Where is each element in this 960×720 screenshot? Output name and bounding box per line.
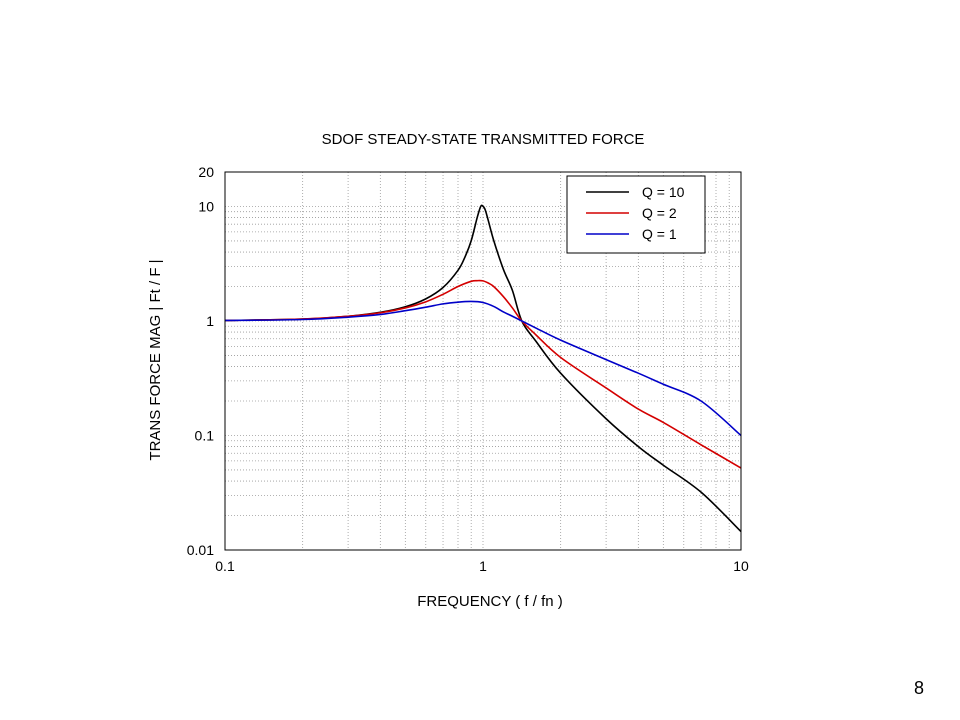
page-number: 8	[913, 678, 924, 698]
y-tick-label: 10	[198, 198, 214, 214]
legend-label-2: Q = 2	[642, 205, 677, 221]
series-line-3	[224, 300, 742, 437]
legend: Q = 10 Q = 2 Q = 1	[566, 175, 706, 254]
legend-box	[566, 175, 706, 254]
y-axis-label: TRANS FORCE MAG | Ft / F |	[147, 259, 164, 460]
x-tick-label: 0.1	[215, 558, 235, 574]
y-tick-label: 0.1	[195, 427, 215, 443]
plot-area	[224, 204, 742, 533]
x-tick-label: 1	[479, 558, 487, 574]
legend-label-3: Q = 1	[642, 226, 677, 242]
chart-title: SDOF STEADY-STATE TRANSMITTED FORCE	[322, 131, 645, 148]
y-tick-label: 1	[206, 313, 214, 329]
series-line-1	[224, 204, 742, 533]
x-tick-label: 10	[733, 558, 749, 574]
legend-label-1: Q = 10	[642, 184, 685, 200]
y-tick-label: 20	[198, 164, 214, 180]
y-tick-label: 0.01	[187, 542, 214, 558]
series-line-2	[224, 279, 742, 469]
x-axis-label: FREQUENCY ( f / fn )	[417, 593, 563, 610]
plot-frame	[224, 171, 742, 551]
